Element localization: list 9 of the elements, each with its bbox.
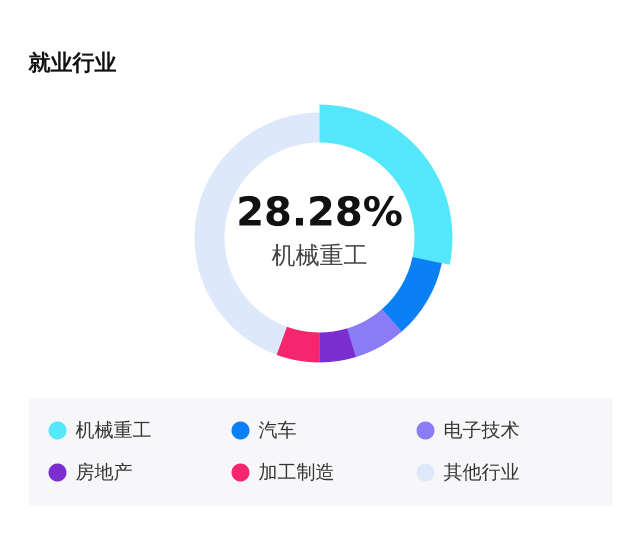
- data-label: 28.28%: [236, 190, 403, 236]
- legend-label: 加工制造: [258, 462, 334, 484]
- legend-label: 房地产: [76, 462, 132, 484]
- legend-label: 汽车: [258, 420, 296, 442]
- slice-label: 机械重工: [272, 242, 368, 270]
- legend-label: 机械重工: [76, 420, 152, 442]
- chart-title: 就业行业: [28, 51, 116, 76]
- legend-label: 电子技术: [444, 420, 520, 442]
- legend-label: 其他行业: [444, 462, 520, 484]
